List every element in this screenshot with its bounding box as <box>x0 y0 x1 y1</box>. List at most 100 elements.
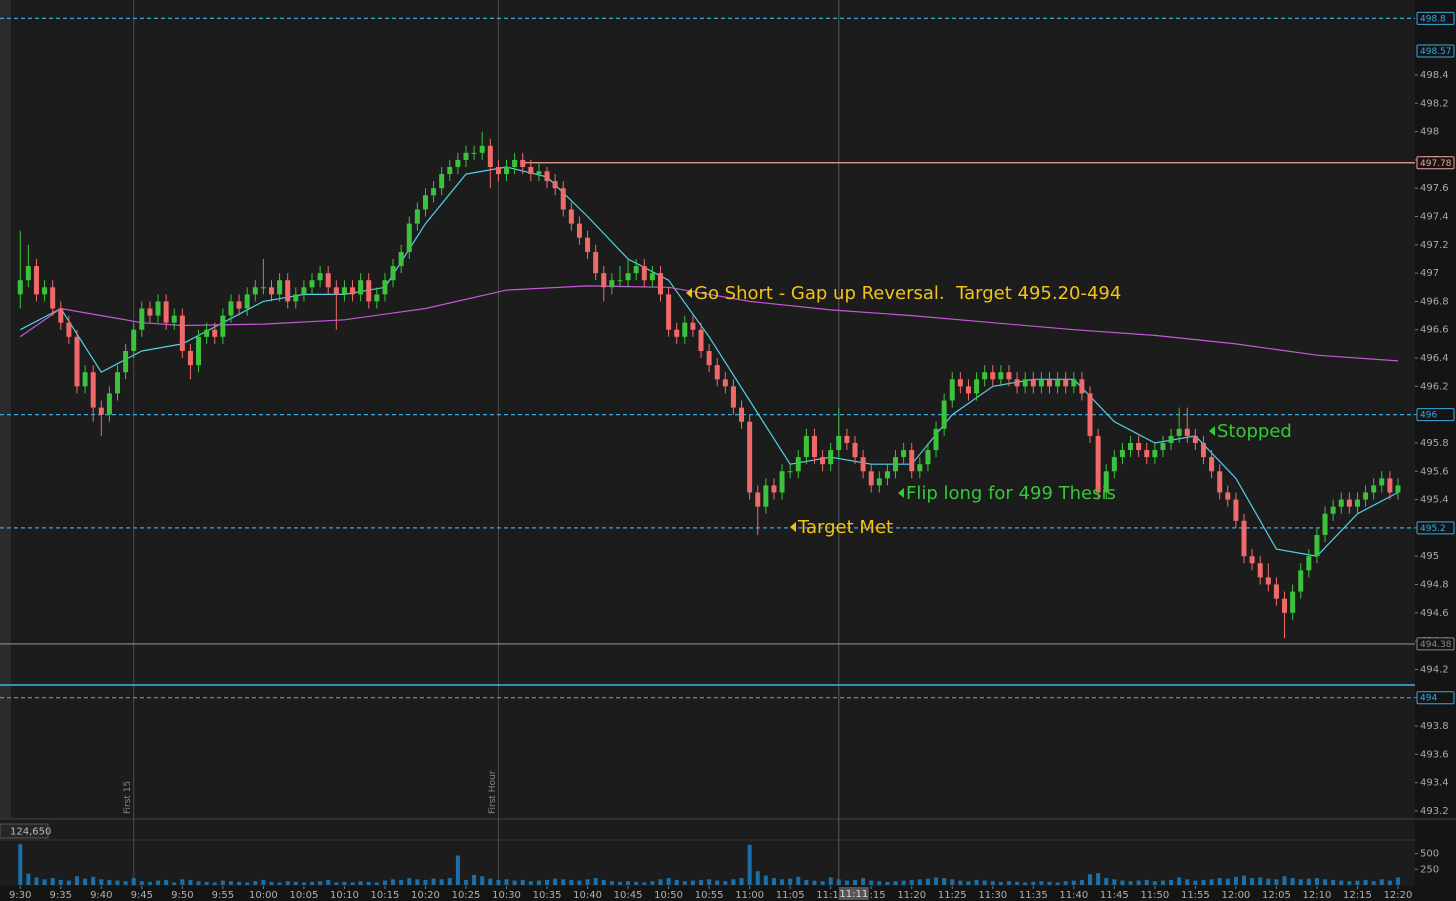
y-tick-label: 494.6 <box>1420 608 1449 619</box>
candle-body <box>957 379 963 387</box>
x-tick-label: 11:05 <box>776 890 805 901</box>
volume-bar <box>1347 881 1352 885</box>
candle-body <box>204 329 210 337</box>
candle-body <box>1063 379 1069 387</box>
volume-bar <box>1031 881 1036 885</box>
candle-body <box>852 442 858 458</box>
volume-bar <box>139 881 144 885</box>
candle-body <box>268 287 274 295</box>
volume-bar <box>1225 878 1230 885</box>
volume-bar <box>909 879 914 885</box>
candle-body <box>1290 591 1296 613</box>
candle-body <box>1136 442 1142 451</box>
volume-bar <box>1136 880 1141 885</box>
candle-body <box>155 301 161 316</box>
y-tick-label: 497.2 <box>1420 240 1449 251</box>
volume-bar <box>172 882 177 885</box>
candle-body <box>1363 492 1369 500</box>
volume-bar <box>1096 873 1101 885</box>
volume-bar <box>690 880 695 885</box>
candle-body <box>487 145 493 167</box>
volume-bar <box>642 882 647 885</box>
candle-body <box>244 294 250 309</box>
candle-body <box>317 273 323 281</box>
candle-body <box>325 273 331 288</box>
candle-body <box>844 435 850 443</box>
candle-body <box>917 464 923 472</box>
candle-body <box>1160 442 1166 451</box>
candle-body <box>447 166 453 175</box>
volume-bar <box>463 879 468 885</box>
volume-bar <box>958 880 963 885</box>
volume-label-box <box>0 823 49 839</box>
volume-bar <box>423 879 428 885</box>
y-tick-label: 498.2 <box>1420 98 1449 109</box>
candle-body <box>1298 570 1304 592</box>
volume-bar <box>917 879 922 885</box>
volume-bar <box>836 879 841 885</box>
volume-bar <box>626 881 631 885</box>
x-tick-label: 10:30 <box>492 890 521 901</box>
volume-bar <box>1242 875 1247 885</box>
candle-body <box>763 485 769 507</box>
candle-body <box>1306 556 1312 571</box>
volume-bar <box>123 881 128 885</box>
candle-body <box>1217 471 1223 493</box>
volume-bar <box>852 879 857 885</box>
candle-body <box>25 266 31 281</box>
candle-body <box>593 251 599 274</box>
candle-body <box>828 450 834 465</box>
candle-body <box>714 365 720 380</box>
candle-body <box>974 379 980 394</box>
volume-bar <box>472 874 477 885</box>
candle-body <box>576 223 582 238</box>
session-label: First 15 <box>123 781 133 814</box>
volume-bar <box>1177 877 1182 885</box>
volume-bar <box>998 881 1003 885</box>
candle-body <box>1022 379 1028 387</box>
price-marker-label: 495.2 <box>1420 524 1446 534</box>
volume-tick-label: 500 <box>1420 849 1439 860</box>
volume-bar <box>861 878 866 885</box>
y-tick-label: 495 <box>1420 551 1439 562</box>
volume-bar <box>350 882 355 885</box>
candle-body <box>520 159 526 167</box>
volume-bar <box>1047 881 1052 885</box>
candle-body <box>1395 485 1401 493</box>
candle-body <box>949 379 955 401</box>
price-marker <box>1416 11 1455 25</box>
volume-bar <box>1104 878 1109 885</box>
volume-bar <box>220 880 225 885</box>
volume-bar <box>301 882 306 885</box>
volume-bar <box>74 876 79 885</box>
candle-body <box>1144 450 1150 458</box>
price-pane <box>0 0 1415 818</box>
x-tick-label: 11:20 <box>897 890 926 901</box>
volume-bar <box>228 881 233 885</box>
candle-body <box>1322 513 1328 535</box>
x-tick-label: 10:55 <box>695 890 724 901</box>
candle-body <box>171 315 177 323</box>
price-axis <box>1415 0 1456 901</box>
x-tick-label: 11:00 <box>735 890 764 901</box>
volume-bar <box>1282 876 1287 885</box>
volume-bar <box>804 879 809 885</box>
candle-body <box>17 280 23 295</box>
candle-body <box>1354 499 1360 507</box>
volume-bar <box>18 844 23 885</box>
x-tick-label: 11:10 <box>816 890 845 901</box>
candle-body <box>601 273 607 288</box>
x-tick-label: 11:40 <box>1059 890 1088 901</box>
volume-bar <box>504 879 509 885</box>
candle-body <box>755 492 761 507</box>
y-tick-label: 496.8 <box>1420 296 1449 307</box>
candle-body <box>479 145 485 153</box>
volume-bar <box>245 882 250 885</box>
x-tick-label: 11:55 <box>1181 890 1210 901</box>
y-tick-label: 494.8 <box>1420 579 1449 590</box>
volume-bar <box>1063 881 1068 885</box>
candle-body <box>82 372 88 387</box>
y-tick-label: 496.2 <box>1420 381 1449 392</box>
candle-body <box>285 280 291 302</box>
